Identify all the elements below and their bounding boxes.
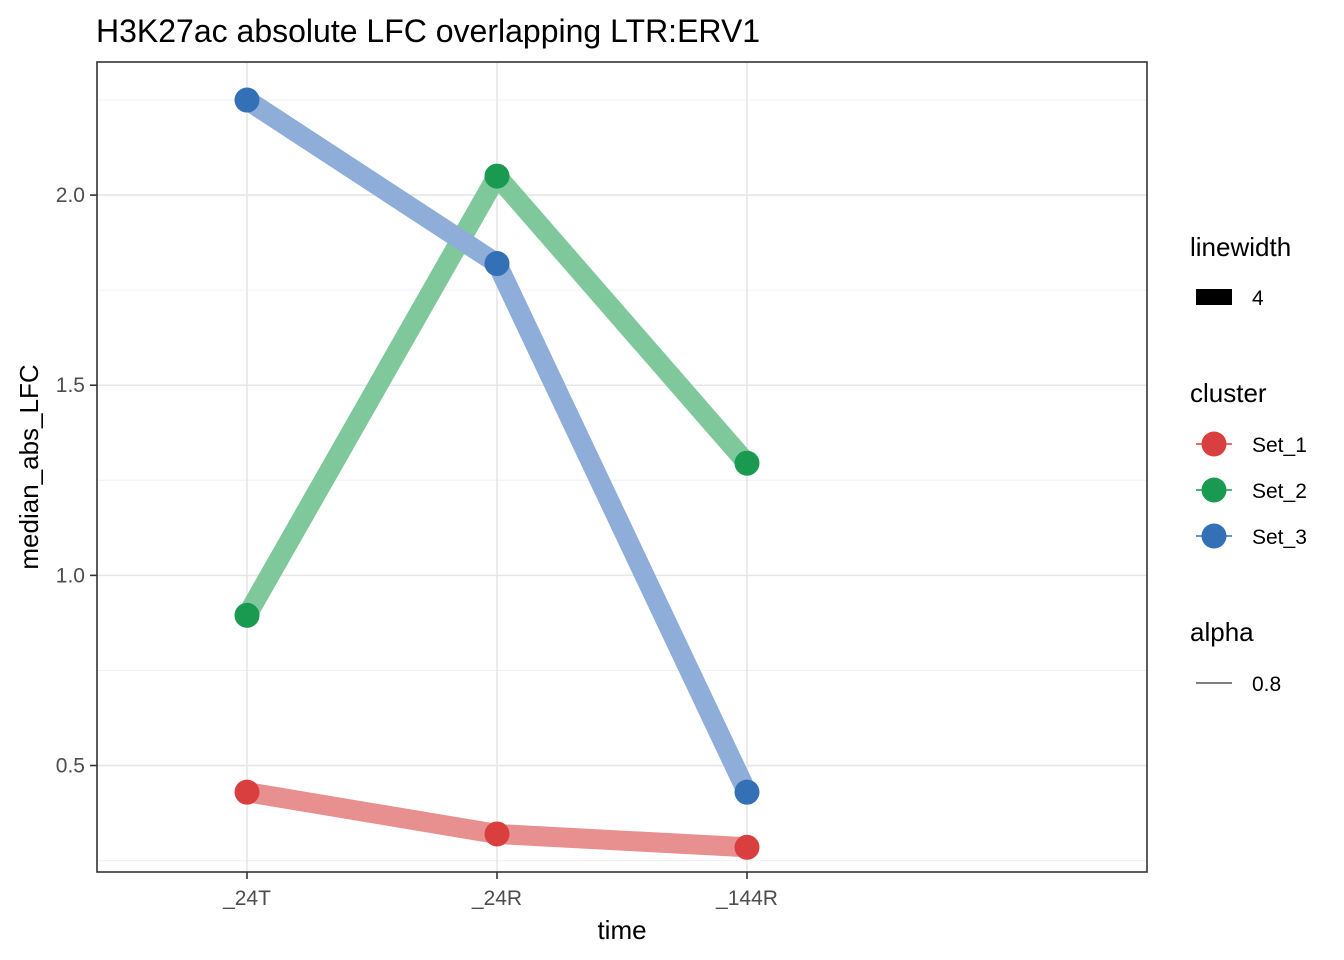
- legend-alpha-title: alpha: [1190, 617, 1254, 647]
- data-point-set-1: [234, 779, 260, 805]
- x-tick-label: _24R: [471, 887, 522, 910]
- legend-linewidth-key: [1196, 289, 1232, 305]
- y-tick-label: 0.5: [56, 755, 85, 778]
- legend-cluster-keys: [1196, 431, 1232, 549]
- data-point-set-3: [734, 779, 760, 805]
- x-tick-label: _24T: [222, 887, 271, 910]
- data-point-set-1: [484, 821, 510, 847]
- legend-key-point-set-1: [1201, 431, 1227, 457]
- legend-alpha: alpha 0.8: [1190, 617, 1281, 696]
- legend-linewidth-title: linewidth: [1190, 232, 1291, 262]
- y-axis-title: median_abs_LFC: [14, 364, 44, 569]
- legend-label-set-2: Set_2: [1252, 480, 1307, 503]
- legend-label-set-1: Set_1: [1252, 434, 1307, 457]
- legend-cluster: cluster Set_1 Set_2 Set_3: [1190, 378, 1307, 549]
- x-tick-label: _144R: [715, 887, 778, 910]
- data-point-set-3: [484, 251, 510, 277]
- y-tick-label: 1.0: [56, 564, 85, 587]
- legend-key-point-set-3: [1201, 523, 1227, 549]
- plot-border: [96, 61, 1148, 873]
- legend-key-point-set-2: [1201, 477, 1227, 503]
- axis-layer: 0.5 1.0 1.5 2.0 _24T _24R _144R: [56, 184, 778, 910]
- legend-cluster-title: cluster: [1190, 378, 1267, 408]
- x-axis-title: time: [597, 915, 646, 945]
- chart-title: H3K27ac absolute LFC overlapping LTR:ERV…: [96, 13, 760, 49]
- legend-label-set-3: Set_3: [1252, 526, 1307, 549]
- data-point-set-3: [234, 87, 260, 113]
- data-point-set-1: [734, 834, 760, 860]
- legend-linewidth: linewidth 4: [1190, 232, 1291, 310]
- data-point-set-2: [484, 163, 510, 189]
- plot-panel: [97, 62, 1147, 872]
- data-point-set-2: [734, 450, 760, 476]
- data-point-set-2: [234, 602, 260, 628]
- y-tick-label: 1.5: [56, 374, 85, 397]
- legend-alpha-label: 0.8: [1252, 673, 1281, 696]
- series-points: [234, 87, 760, 860]
- y-tick-label: 2.0: [56, 184, 85, 207]
- legend-linewidth-label: 4: [1252, 287, 1264, 310]
